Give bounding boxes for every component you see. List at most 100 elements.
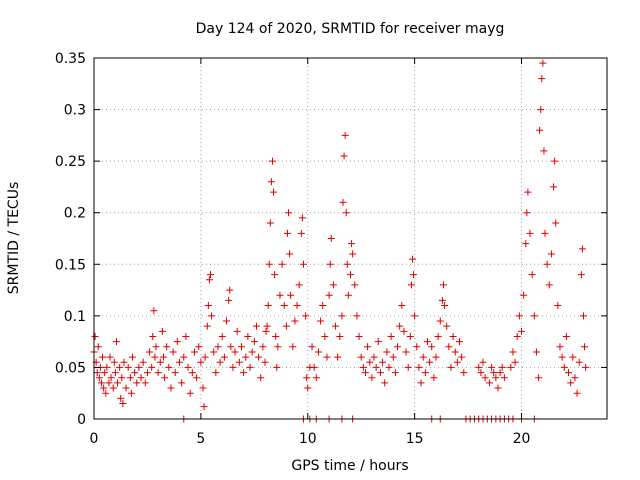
data-point [567, 379, 575, 387]
data-point [244, 332, 252, 340]
y-tick-label: 0.05 [55, 360, 86, 376]
data-point [295, 281, 303, 289]
data-point [317, 317, 325, 325]
data-point [143, 369, 151, 377]
data-point [137, 374, 145, 382]
data-point [165, 363, 173, 371]
data-point [242, 353, 250, 361]
data-point [447, 363, 455, 371]
data-point [169, 348, 177, 356]
data-point [289, 343, 297, 351]
data-point [246, 363, 254, 371]
data-point [212, 369, 220, 377]
data-point [193, 374, 201, 382]
data-point [158, 327, 166, 335]
data-point [569, 353, 577, 361]
data-point [389, 353, 397, 361]
data-point [410, 271, 418, 279]
data-point [206, 271, 214, 279]
data-point [456, 338, 464, 346]
data-point [141, 379, 149, 387]
data-point [126, 374, 134, 382]
data-point [167, 384, 175, 392]
data-point [216, 358, 224, 366]
data-point [577, 271, 585, 279]
data-point [379, 358, 387, 366]
data-point [391, 369, 399, 377]
data-point [355, 332, 363, 340]
data-point [560, 363, 568, 371]
data-point [152, 343, 160, 351]
data-point [547, 250, 555, 258]
data-point [488, 363, 496, 371]
data-point [387, 332, 395, 340]
data-point [291, 317, 299, 325]
data-point [161, 374, 169, 382]
data-point [368, 374, 376, 382]
data-point [112, 338, 120, 346]
data-point [210, 348, 218, 356]
data-point [188, 369, 196, 377]
data-point [184, 363, 192, 371]
data-point [545, 281, 553, 289]
data-point [413, 343, 421, 351]
data-point [278, 260, 286, 268]
data-point [439, 281, 447, 289]
data-point [312, 374, 320, 382]
data-point [485, 379, 493, 387]
data-point [268, 157, 276, 165]
data-point [261, 358, 269, 366]
data-point [490, 369, 498, 377]
data-point [257, 374, 265, 382]
data-point [332, 322, 340, 330]
data-point [430, 374, 438, 382]
data-point [338, 312, 346, 320]
data-point [271, 271, 279, 279]
data-points [90, 59, 590, 423]
data-point [540, 147, 548, 155]
data-point [237, 343, 245, 351]
data-point [233, 327, 241, 335]
data-point [554, 302, 562, 310]
y-tick-label: 0.25 [55, 154, 86, 170]
data-point [102, 389, 110, 397]
data-point [124, 363, 132, 371]
data-point [394, 343, 402, 351]
data-point [326, 260, 334, 268]
data-point [133, 379, 141, 387]
y-tick-label: 0.35 [55, 51, 86, 67]
data-point [513, 332, 521, 340]
data-point [460, 369, 468, 377]
data-point [498, 363, 506, 371]
data-point [438, 296, 446, 304]
data-point [381, 379, 389, 387]
data-point [199, 384, 207, 392]
data-point [336, 332, 344, 340]
y-tick-label: 0.15 [55, 257, 86, 273]
data-point [116, 363, 124, 371]
data-point [453, 358, 461, 366]
data-point [323, 353, 331, 361]
data-point [329, 281, 337, 289]
data-point [477, 369, 485, 377]
data-point [264, 302, 272, 310]
data-point [111, 369, 119, 377]
data-point [511, 358, 519, 366]
data-point [550, 183, 558, 191]
data-point [556, 343, 564, 351]
data-point [415, 363, 423, 371]
data-point [426, 358, 434, 366]
data-point [581, 343, 589, 351]
data-point [428, 343, 436, 351]
data-point [522, 240, 530, 248]
data-point [396, 322, 404, 330]
data-point [325, 291, 333, 299]
data-point [220, 353, 228, 361]
data-point [231, 348, 239, 356]
data-point [340, 152, 348, 160]
data-point [348, 240, 356, 248]
y-tick-label: 0 [77, 412, 86, 428]
data-point [235, 358, 243, 366]
data-point [114, 379, 122, 387]
data-point [419, 353, 427, 361]
